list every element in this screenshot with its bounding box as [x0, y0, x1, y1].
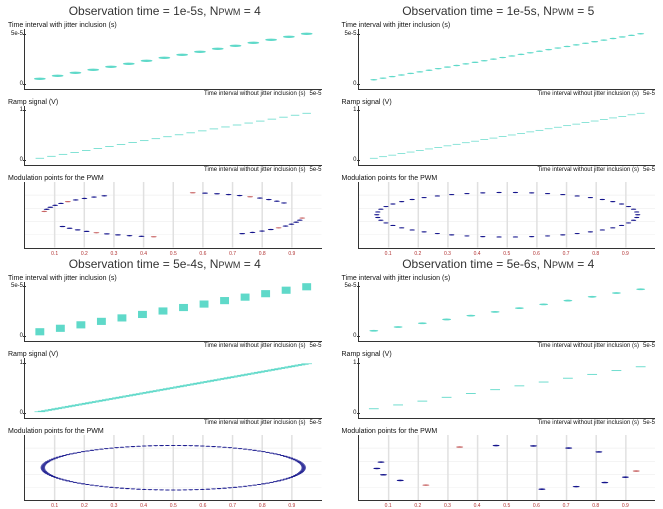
sub1-chart: 5e-5 0 [24, 29, 322, 90]
sub1-xexp: 5e-5 [309, 343, 321, 349]
sub1-xexp: 5e-5 [643, 91, 655, 97]
sub1-ytick: 5e-5 [339, 31, 357, 37]
sub1-chart: 5e-5 0 [24, 282, 322, 343]
title-main: Observation time = 5e-4s, N [69, 257, 219, 271]
panel-title: Observation time = 1e-5s, NPWM = 4 [4, 4, 326, 18]
title-tail: = 4 [240, 4, 260, 18]
figure-grid: Observation time = 1e-5s, NPWM = 4 Time … [4, 4, 659, 501]
panel-title: Observation time = 1e-5s, NPWM = 5 [338, 4, 660, 18]
sub2-xexp: 5e-5 [309, 167, 321, 173]
sub1-xexp: 5e-5 [643, 343, 655, 349]
sub2-xlabel: Time interval without jitter inclusion (… [538, 420, 639, 426]
panel-0: Observation time = 1e-5s, NPWM = 4 Time … [4, 4, 326, 249]
title-main: Observation time = 1e-5s, N [69, 4, 219, 18]
sub2-xlabel: Time interval without jitter inclusion (… [204, 167, 305, 173]
title-sub: PWM [218, 7, 240, 17]
panel-2: Observation time = 5e-4s, NPWM = 4 Time … [4, 257, 326, 502]
sub1-xlabel: Time interval without jitter inclusion (… [204, 343, 305, 349]
mod-chart: 0.10.20.30.40.50.60.70.80.9 [24, 182, 322, 248]
sub2-xlabel: Time interval without jitter inclusion (… [538, 167, 639, 173]
sub2-ytick: 1 [339, 360, 357, 366]
sub2-xexp: 5e-5 [643, 420, 655, 426]
sub1-xlabel-row: Time interval without jitter inclusion (… [4, 90, 326, 97]
sub1-xexp: 5e-5 [309, 91, 321, 97]
sub2-ytick0: 0 [339, 410, 357, 416]
sub1-xlabel-row: Time interval without jitter inclusion (… [338, 90, 660, 97]
sub1-xlabel-row: Time interval without jitter inclusion (… [4, 342, 326, 349]
sub2-ytick0: 0 [339, 157, 357, 163]
sub2-xlabel-row: Time interval without jitter inclusion (… [338, 166, 660, 173]
panel-1: Observation time = 1e-5s, NPWM = 5 Time … [338, 4, 660, 249]
sub1-ytick: 5e-5 [339, 283, 357, 289]
sub1-label: Time interval with jitter inclusion (s) [4, 22, 326, 29]
title-tail: = 4 [574, 257, 594, 271]
sub2-label: Ramp signal (V) [4, 99, 326, 106]
sub2-ytick: 1 [5, 107, 23, 113]
sub1-xlabel: Time interval without jitter inclusion (… [538, 343, 639, 349]
title-tail: = 5 [574, 4, 594, 18]
sub2-xlabel: Time interval without jitter inclusion (… [204, 420, 305, 426]
sub2-chart: 1 0 [358, 358, 656, 419]
sub1-ytick0: 0 [5, 333, 23, 339]
title-main: Observation time = 5e-6s, N [402, 257, 552, 271]
sub1-chart: 5e-5 0 [358, 282, 656, 343]
mod-chart: 0.10.20.30.40.50.60.70.80.9 [358, 182, 656, 248]
sub2-xexp: 5e-5 [643, 167, 655, 173]
panel-title: Observation time = 5e-6s, NPWM = 4 [338, 257, 660, 271]
sub2-chart: 1 0 [358, 106, 656, 167]
sub2-ytick: 1 [339, 107, 357, 113]
sub2-chart: 1 0 [24, 106, 322, 167]
mod-label: Modulation points for the PWM [4, 428, 326, 435]
sub1-ytick: 5e-5 [5, 283, 23, 289]
mod-label: Modulation points for the PWM [338, 175, 660, 182]
mod-chart: 0.10.20.30.40.50.60.70.80.9 [24, 435, 322, 501]
panel-title: Observation time = 5e-4s, NPWM = 4 [4, 257, 326, 271]
sub1-xlabel: Time interval without jitter inclusion (… [204, 91, 305, 97]
panel-3: Observation time = 5e-6s, NPWM = 4 Time … [338, 257, 660, 502]
title-sub: PWM [552, 260, 574, 270]
sub1-ytick0: 0 [339, 81, 357, 87]
sub1-xlabel: Time interval without jitter inclusion (… [538, 91, 639, 97]
sub2-label: Ramp signal (V) [338, 99, 660, 106]
sub1-label: Time interval with jitter inclusion (s) [338, 22, 660, 29]
sub2-chart: 1 0 [24, 358, 322, 419]
mod-label: Modulation points for the PWM [338, 428, 660, 435]
sub1-ytick: 5e-5 [5, 31, 23, 37]
sub2-label: Ramp signal (V) [338, 351, 660, 358]
sub2-ytick0: 0 [5, 410, 23, 416]
sub2-xlabel-row: Time interval without jitter inclusion (… [4, 419, 326, 426]
sub2-ytick0: 0 [5, 157, 23, 163]
sub2-xlabel-row: Time interval without jitter inclusion (… [4, 166, 326, 173]
sub1-ytick0: 0 [5, 81, 23, 87]
sub2-label: Ramp signal (V) [4, 351, 326, 358]
title-main: Observation time = 1e-5s, N [402, 4, 552, 18]
sub2-ytick: 1 [5, 360, 23, 366]
sub1-xlabel-row: Time interval without jitter inclusion (… [338, 342, 660, 349]
sub2-xlabel-row: Time interval without jitter inclusion (… [338, 419, 660, 426]
title-tail: = 4 [240, 257, 260, 271]
sub1-label: Time interval with jitter inclusion (s) [4, 275, 326, 282]
sub1-ytick0: 0 [339, 333, 357, 339]
title-sub: PWM [218, 260, 240, 270]
mod-label: Modulation points for the PWM [4, 175, 326, 182]
sub2-xexp: 5e-5 [309, 420, 321, 426]
title-sub: PWM [552, 7, 574, 17]
sub1-chart: 5e-5 0 [358, 29, 656, 90]
sub1-label: Time interval with jitter inclusion (s) [338, 275, 660, 282]
mod-chart: 0.10.20.30.40.50.60.70.80.9 [358, 435, 656, 501]
